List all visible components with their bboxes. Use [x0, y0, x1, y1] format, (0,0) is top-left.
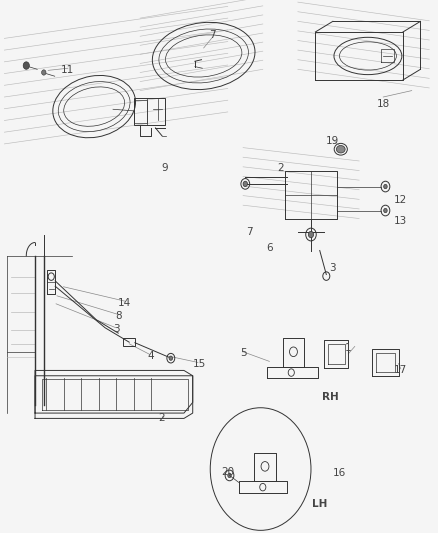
- Text: 9: 9: [161, 163, 168, 173]
- Text: 12: 12: [394, 195, 407, 205]
- Text: 11: 11: [61, 66, 74, 75]
- Circle shape: [243, 181, 247, 187]
- Text: 1: 1: [345, 343, 352, 352]
- Text: 17: 17: [394, 366, 407, 375]
- Text: 2: 2: [159, 414, 166, 423]
- Circle shape: [169, 356, 173, 360]
- Text: 6: 6: [266, 243, 273, 253]
- Text: 15: 15: [193, 359, 206, 368]
- Circle shape: [384, 208, 387, 213]
- Text: 16: 16: [333, 469, 346, 478]
- Bar: [134, 98, 165, 125]
- Ellipse shape: [336, 146, 345, 153]
- Text: 5: 5: [240, 348, 247, 358]
- Text: 14: 14: [118, 298, 131, 308]
- Text: 4: 4: [148, 351, 155, 361]
- Text: 2: 2: [277, 163, 284, 173]
- Text: 19: 19: [326, 136, 339, 146]
- Text: 8: 8: [115, 311, 122, 320]
- Text: 20: 20: [221, 467, 234, 477]
- Circle shape: [228, 473, 231, 478]
- Text: LH: LH: [312, 499, 328, 508]
- Text: 3: 3: [329, 263, 336, 272]
- Circle shape: [308, 231, 314, 238]
- Text: 13: 13: [394, 216, 407, 226]
- Bar: [123, 338, 135, 346]
- Text: RH: RH: [322, 392, 339, 402]
- Text: 3: 3: [113, 325, 120, 334]
- Text: 7: 7: [209, 30, 216, 39]
- Text: 7: 7: [246, 227, 253, 237]
- Circle shape: [42, 70, 46, 75]
- Circle shape: [23, 62, 29, 69]
- Bar: [134, 100, 147, 123]
- Circle shape: [384, 184, 387, 189]
- Text: 18: 18: [377, 99, 390, 109]
